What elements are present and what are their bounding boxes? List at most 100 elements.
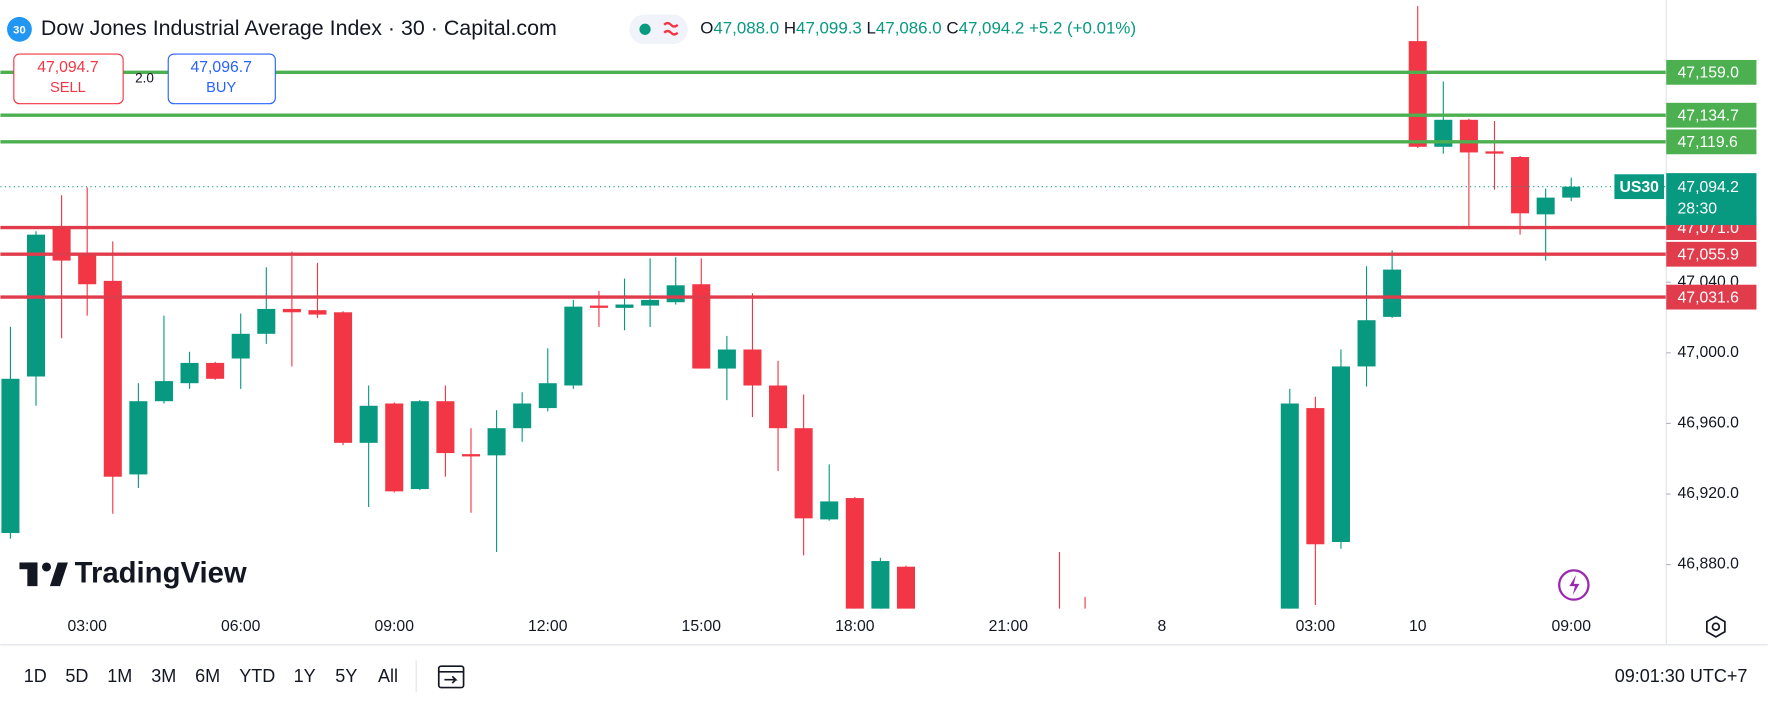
price-level-badge: [1666, 59, 1757, 85]
range-button[interactable]: 1D: [24, 666, 47, 686]
candle-body: [1306, 408, 1325, 545]
candle-body: [717, 349, 736, 369]
candle-body: [1562, 186, 1581, 198]
range-button[interactable]: 6M: [195, 666, 220, 686]
buy-label: BUY: [206, 80, 236, 96]
ohlc-value: 47,086.0: [876, 19, 942, 38]
ohlc-value: 47,099.3: [796, 19, 862, 38]
ohlc-key: O: [700, 19, 713, 38]
last-price-badge: [1666, 173, 1757, 225]
buy-button[interactable]: [167, 53, 276, 105]
candle-body: [154, 381, 173, 402]
badge-text: 30: [13, 24, 26, 36]
sell-price: 47,094.7: [37, 59, 98, 76]
candle-body: [845, 498, 864, 609]
candle-body: [820, 501, 839, 520]
candle-body: [1536, 197, 1555, 215]
candle-body: [436, 401, 455, 454]
y-tick-label: 46,880.0: [1678, 556, 1740, 573]
symbol-badge: [1614, 174, 1665, 200]
status-pill[interactable]: [629, 14, 688, 44]
ohlc-value: 47,088.0: [713, 19, 779, 38]
candle-body: [743, 349, 762, 386]
candle-body: [359, 405, 378, 443]
market-open-dot: [639, 23, 651, 35]
candle-body: [871, 561, 890, 609]
price-level-label: 47,031.6: [1678, 289, 1740, 306]
x-tick-label: 09:00: [375, 618, 415, 635]
x-tick-label: 03:00: [1296, 618, 1336, 635]
price-level-badge: [1666, 284, 1757, 310]
buy-price: 47,096.7: [191, 59, 252, 76]
candle-body: [692, 284, 711, 369]
y-tick-label: 46,960.0: [1678, 415, 1740, 432]
candle-body: [666, 285, 685, 303]
x-tick-label: 15:00: [682, 618, 722, 635]
candle-body: [564, 306, 583, 386]
sell-button[interactable]: [13, 53, 124, 105]
ohlc-value: 47,094.2: [959, 19, 1025, 38]
y-tick-label: 46,920.0: [1678, 485, 1740, 502]
candle-body: [1383, 269, 1402, 317]
candle-body: [641, 299, 660, 306]
logo-text: TradingView: [75, 557, 247, 590]
candle-body: [1459, 119, 1478, 153]
price-level-label: 47,055.9: [1678, 247, 1740, 264]
symbol-label: US30: [1619, 179, 1659, 196]
range-button[interactable]: 1Y: [294, 666, 316, 686]
candle-body: [129, 401, 148, 475]
range-button[interactable]: 1M: [107, 666, 132, 686]
candle-body: [103, 280, 122, 477]
symbol-title: Dow Jones Industrial Average Index · 30 …: [41, 16, 557, 40]
ohlc-key: L: [867, 19, 876, 38]
delayed-icon: [663, 21, 679, 36]
price-axis: 46,880.046,920.046,960.047,000.047,040.0…: [1665, 0, 1757, 645]
lightning-icon: [1569, 574, 1580, 596]
candle-body: [615, 304, 634, 308]
candle-body: [282, 308, 301, 313]
range-button[interactable]: YTD: [239, 666, 275, 686]
candle-body: [1280, 403, 1299, 609]
candle-body: [78, 252, 97, 285]
candle-body: [1485, 151, 1504, 154]
candle-body: [1511, 157, 1530, 214]
change: +5.2 (+0.01%): [1029, 19, 1136, 38]
range-button[interactable]: All: [378, 666, 398, 686]
range-button[interactable]: 5D: [65, 666, 88, 686]
x-tick-label: 8: [1157, 618, 1166, 635]
ohlc: O47,088.0 H47,099.3 L47,086.0 C47,094.2 …: [700, 19, 1136, 38]
candle-body: [538, 383, 557, 409]
candle-body: [206, 362, 225, 379]
settings-icon[interactable]: [1706, 615, 1726, 638]
candle-body: [461, 454, 481, 457]
x-tick-label: 10: [1409, 618, 1427, 635]
logo-mark: [19, 562, 68, 587]
candle-body: [769, 385, 788, 429]
x-tick-label: 18:00: [835, 618, 875, 635]
range-button[interactable]: 5Y: [335, 666, 357, 686]
price-level-label: 47,134.7: [1678, 108, 1739, 125]
x-tick-label: 12:00: [528, 618, 568, 635]
price-level-label: 47,159.0: [1678, 65, 1740, 82]
spread: 2.0: [135, 70, 154, 85]
date-range-icon[interactable]: [437, 665, 465, 689]
candle-body: [334, 312, 353, 443]
candle-body: [589, 305, 608, 308]
range-button[interactable]: 3M: [151, 666, 176, 686]
price-level-badge: [1666, 102, 1757, 128]
candle-body: [180, 362, 199, 384]
x-tick-label: 06:00: [221, 618, 261, 635]
candle-body: [487, 428, 506, 456]
candle-body: [794, 428, 813, 519]
candle-body: [513, 403, 532, 429]
countdown: 28:30: [1678, 200, 1718, 217]
price-level-label: 47,119.6: [1678, 134, 1738, 151]
price-level-badge: [1666, 241, 1757, 267]
candle-body: [27, 234, 46, 377]
candle-body: [896, 566, 915, 609]
y-tick-label: 47,000.0: [1678, 344, 1740, 361]
x-tick-label: 09:00: [1552, 618, 1592, 635]
ohlc-key: H: [784, 19, 796, 38]
ohlc-key: C: [946, 19, 958, 38]
